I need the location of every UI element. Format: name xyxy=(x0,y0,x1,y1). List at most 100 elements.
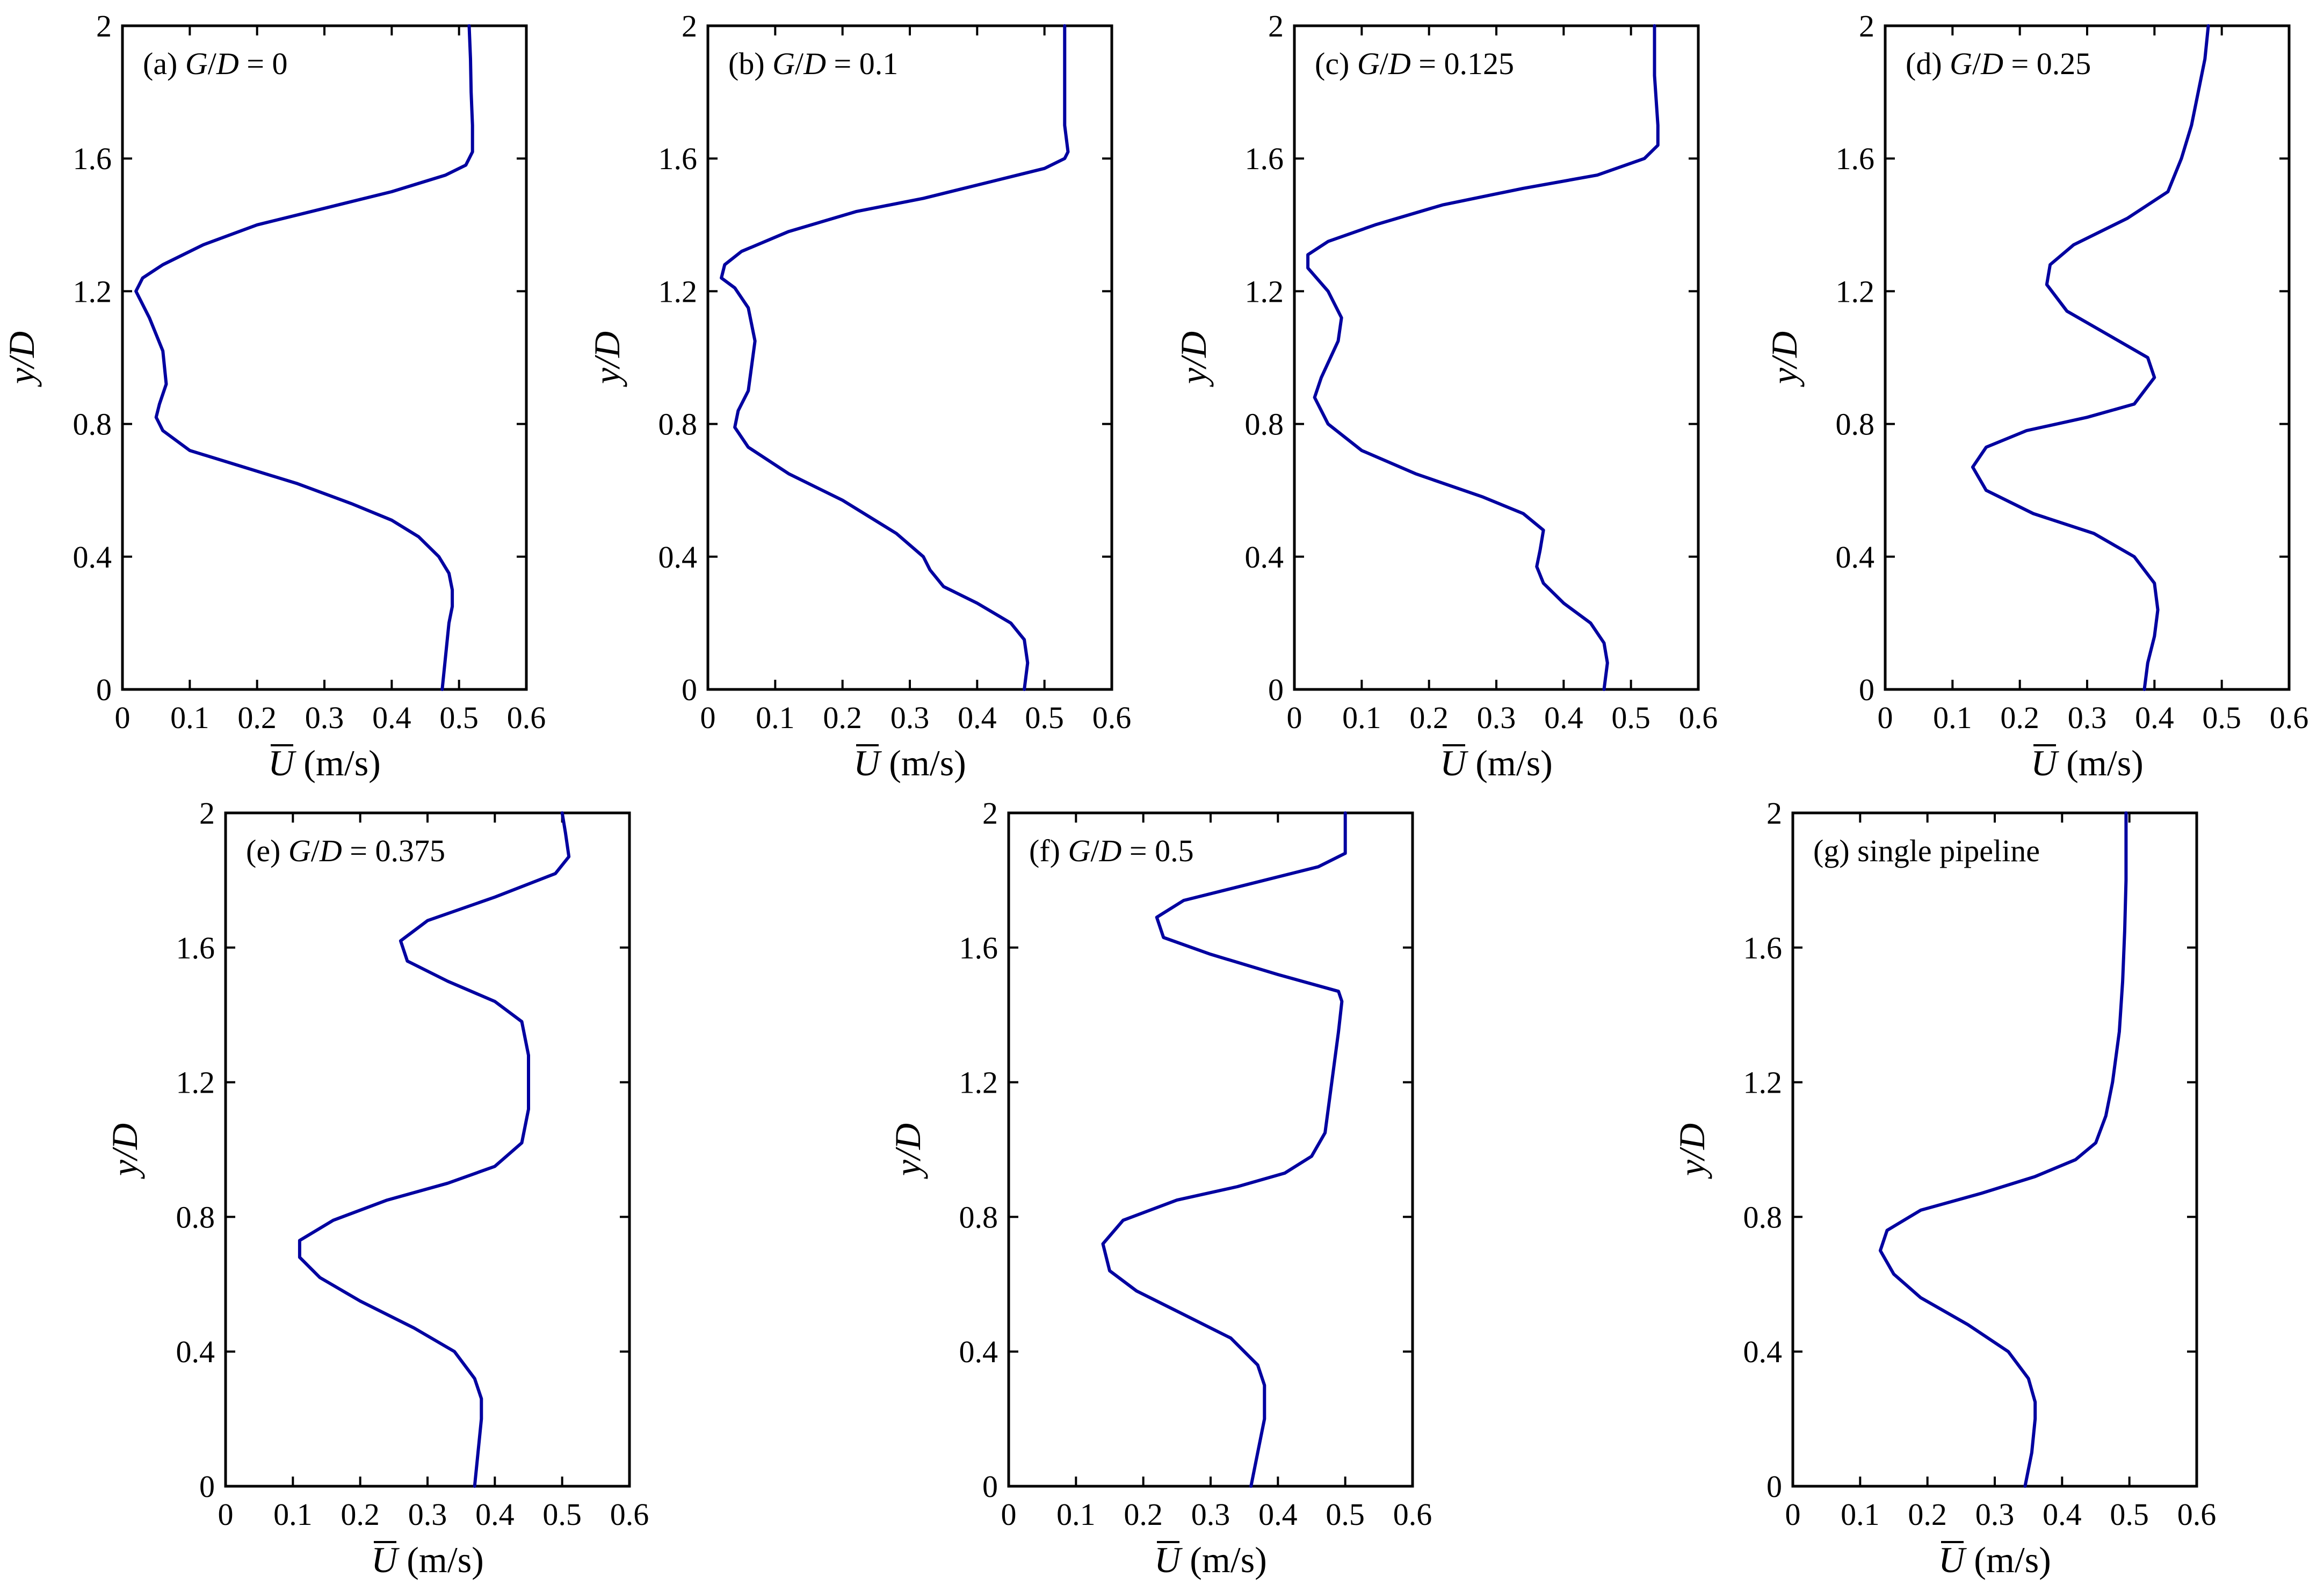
x-tick-label: 0.2 xyxy=(1908,1497,1947,1532)
x-tick-label: 0 xyxy=(1878,700,1893,735)
panel-title: (f) G/D = 0.5 xyxy=(1029,833,1194,868)
x-tick-label: 0.1 xyxy=(1342,700,1381,735)
y-tick-label: 0.4 xyxy=(658,540,698,575)
x-tick-label: 0 xyxy=(115,700,131,735)
x-axis-label: U (m/s) xyxy=(2031,743,2144,783)
x-tick-label: 0.6 xyxy=(2270,700,2309,735)
chart-panel-g: 0 0.1 0.2 0.3 0.4 0.5 0.6 0 0.4 0.8 1.2 1.6 2 (g) sin… xyxy=(1671,796,2216,1580)
x-tick-label: 0.3 xyxy=(305,700,344,735)
chart-panel-f: 0 0.1 0.2 0.3 0.4 0.5 0.6 0 0.4 0.8 1.2 1.6 2 (f) G/D… xyxy=(887,796,1432,1580)
y-tick-label: 0.8 xyxy=(959,1200,998,1234)
y-tick-label: 1.6 xyxy=(1743,931,1783,965)
x-tick-label: 0.1 xyxy=(1933,700,1972,735)
plot-frame xyxy=(121,24,528,691)
panel-title: (d) G/D = 0.25 xyxy=(1906,46,2091,81)
y-tick-label: 2 xyxy=(96,9,112,43)
x-tick-label: 0.5 xyxy=(2202,700,2241,735)
x-tick-label: 0.1 xyxy=(756,700,795,735)
y-tick-label: 0 xyxy=(1766,1469,1782,1504)
chart-panel-a: 0 0.1 0.2 0.3 0.4 0.5 0.6 0 0.4 0.8 1.2 1.6 2 (a) G/D… xyxy=(1,9,546,783)
y-tick-label: 1.2 xyxy=(959,1065,998,1100)
chart-panel-b: 0 0.1 0.2 0.3 0.4 0.5 0.6 0 0.4 0.8 1.2 1.6 2 (b) G/D… xyxy=(587,9,1131,783)
y-tick-label: 1.6 xyxy=(73,141,112,176)
x-tick-label: 0.5 xyxy=(542,1497,582,1532)
x-tick-label: 0.5 xyxy=(439,700,479,735)
y-tick-label: 0.4 xyxy=(73,540,112,575)
y-tick-label: 0.4 xyxy=(959,1334,998,1369)
y-tick-label: 0 xyxy=(199,1469,215,1504)
velocity-profile-line xyxy=(1306,24,1660,691)
y-axis-label: y/D xyxy=(587,331,627,387)
velocity-profile-line xyxy=(1878,811,2128,1488)
y-tick-label: 1.2 xyxy=(1245,274,1284,309)
x-tick-label: 0.6 xyxy=(507,700,546,735)
x-tick-label: 0.3 xyxy=(890,700,930,735)
x-tick-label: 0.4 xyxy=(1258,1497,1298,1532)
y-tick-label: 0.8 xyxy=(1743,1200,1783,1234)
y-tick-label: 1.6 xyxy=(1836,141,1875,176)
panel-title: (e) G/D = 0.375 xyxy=(246,833,445,868)
x-tick-label: 0.6 xyxy=(1092,700,1132,735)
y-axis-label: y/D xyxy=(887,1123,928,1179)
y-tick-label: 1.6 xyxy=(176,931,215,965)
x-axis-label: U (m/s) xyxy=(1938,1539,2051,1580)
x-tick-label: 0.4 xyxy=(1544,700,1583,735)
velocity-profile-line xyxy=(1101,811,1347,1488)
plot-frame xyxy=(1884,24,2291,691)
y-tick-label: 0.8 xyxy=(658,407,698,442)
y-tick-label: 1.6 xyxy=(658,141,698,176)
x-tick-label: 0.4 xyxy=(475,1497,515,1532)
y-tick-label: 2 xyxy=(1766,796,1782,831)
y-tick-label: 0.8 xyxy=(1836,407,1875,442)
x-axis-label: U (m/s) xyxy=(371,1539,484,1580)
x-tick-label: 0.5 xyxy=(1025,700,1064,735)
panel-title: (c) G/D = 0.125 xyxy=(1315,46,1514,81)
velocity-profile-line xyxy=(134,24,474,691)
y-axis-label: y/D xyxy=(104,1123,145,1179)
y-tick-label: 2 xyxy=(982,796,998,831)
y-tick-label: 0.4 xyxy=(176,1334,215,1369)
chart-panel-d: 0 0.1 0.2 0.3 0.4 0.5 0.6 0 0.4 0.8 1.2 1.6 2 (d) G/D… xyxy=(1764,9,2308,783)
x-tick-label: 0.5 xyxy=(2110,1497,2149,1532)
y-axis-label: y/D xyxy=(1764,331,1805,387)
plot-frame xyxy=(1791,811,2198,1488)
x-tick-label: 0.3 xyxy=(2068,700,2107,735)
x-tick-label: 0.4 xyxy=(372,700,411,735)
x-tick-label: 0.2 xyxy=(341,1497,380,1532)
x-tick-label: 0 xyxy=(1287,700,1302,735)
x-tick-label: 0.4 xyxy=(958,700,997,735)
y-tick-label: 0 xyxy=(1268,672,1284,707)
y-tick-label: 0.4 xyxy=(1245,540,1284,575)
plot-frame xyxy=(224,811,631,1488)
y-axis-label: y/D xyxy=(1,331,42,387)
y-tick-label: 0.8 xyxy=(1245,407,1284,442)
plot-frame xyxy=(706,24,1113,691)
chart-panel-e: 0 0.1 0.2 0.3 0.4 0.5 0.6 0 0.4 0.8 1.2 1.6 2 (e) G/D… xyxy=(104,796,649,1580)
velocity-profile-line xyxy=(720,24,1070,691)
y-tick-label: 2 xyxy=(1859,9,1874,43)
y-tick-label: 0.8 xyxy=(176,1200,215,1234)
x-tick-label: 0.4 xyxy=(2135,700,2174,735)
y-tick-label: 1.2 xyxy=(73,274,112,309)
x-tick-label: 0.1 xyxy=(1841,1497,1880,1532)
x-tick-label: 0.1 xyxy=(1056,1497,1096,1532)
x-tick-label: 0.6 xyxy=(1393,1497,1432,1532)
x-tick-label: 0.3 xyxy=(1191,1497,1230,1532)
x-tick-label: 0.1 xyxy=(170,700,209,735)
x-axis-label: U (m/s) xyxy=(268,743,381,783)
y-tick-label: 1.2 xyxy=(1743,1065,1783,1100)
x-tick-label: 0.6 xyxy=(610,1497,649,1532)
y-tick-label: 2 xyxy=(682,9,697,43)
y-tick-label: 0 xyxy=(1859,672,1874,707)
x-tick-label: 0 xyxy=(700,700,716,735)
x-tick-label: 0.2 xyxy=(823,700,862,735)
y-axis-label: y/D xyxy=(1671,1123,1712,1179)
x-tick-label: 0.5 xyxy=(1611,700,1650,735)
y-tick-label: 0.8 xyxy=(73,407,112,442)
x-tick-label: 0.2 xyxy=(2000,700,2039,735)
y-tick-label: 1.2 xyxy=(658,274,698,309)
x-axis-label: U (m/s) xyxy=(853,743,966,783)
x-tick-label: 0.5 xyxy=(1326,1497,1365,1532)
x-axis-label: U (m/s) xyxy=(1440,743,1553,783)
